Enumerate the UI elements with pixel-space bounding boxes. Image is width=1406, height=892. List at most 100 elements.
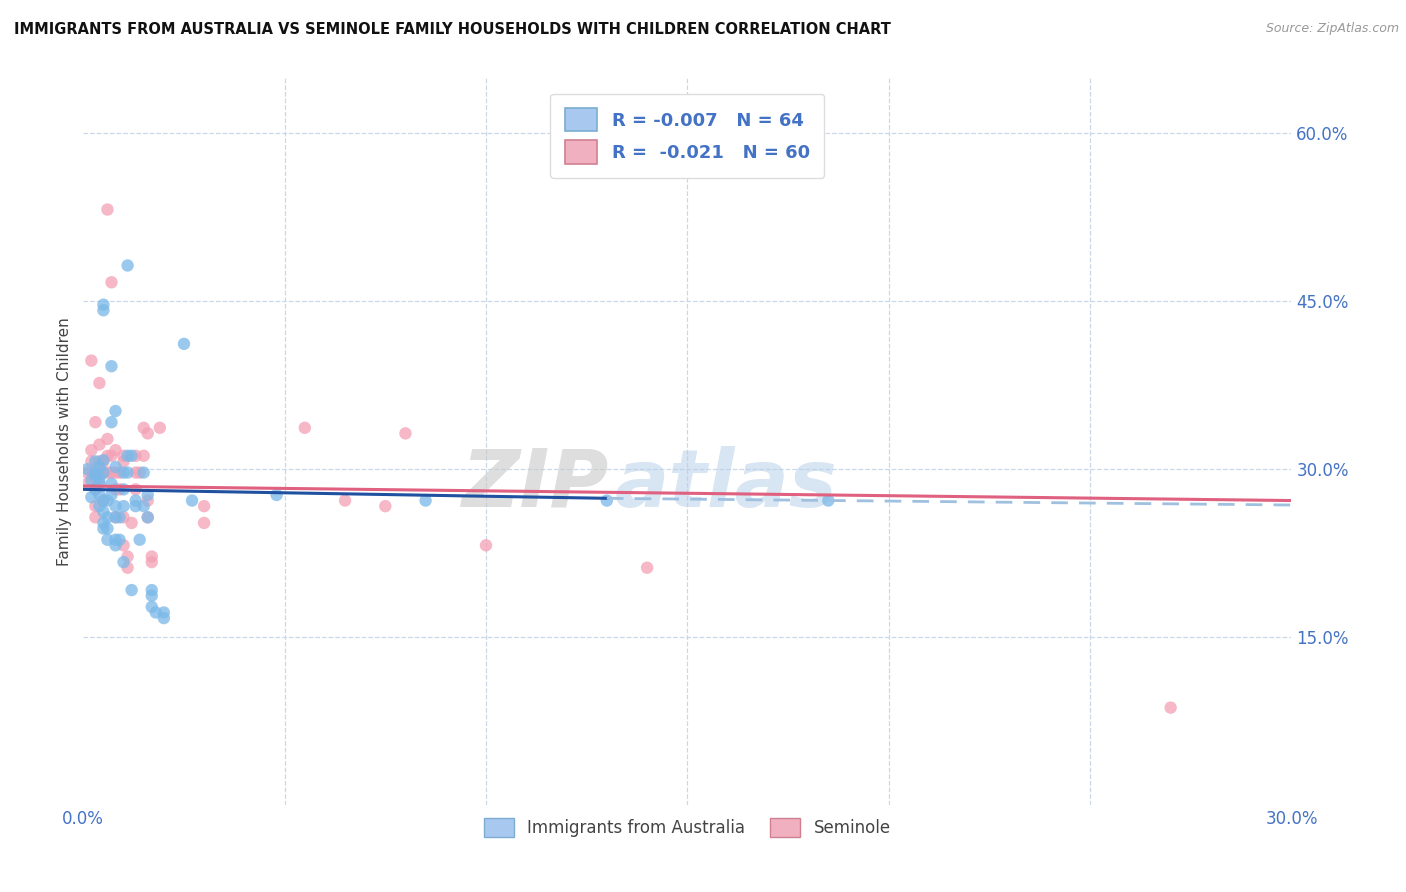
Point <box>84 499 107 513</box>
Point <box>89 488 111 502</box>
Y-axis label: Family Households with Children: Family Households with Children <box>58 317 72 566</box>
Point <box>112 449 135 463</box>
Point <box>104 466 127 480</box>
Point <box>141 583 163 598</box>
Text: ZIP: ZIP <box>461 446 609 524</box>
Point <box>104 443 127 458</box>
Point <box>394 426 416 441</box>
Point <box>121 583 143 598</box>
Point <box>104 510 127 524</box>
Text: Source: ZipAtlas.com: Source: ZipAtlas.com <box>1265 22 1399 36</box>
Point <box>112 454 135 468</box>
Point <box>93 303 115 318</box>
Point <box>121 516 143 530</box>
Point <box>100 415 122 429</box>
Point <box>100 359 122 374</box>
Point <box>93 505 115 519</box>
Point <box>100 488 122 502</box>
Point <box>117 449 139 463</box>
Point <box>108 483 131 497</box>
Point <box>117 466 139 480</box>
Point <box>136 510 159 524</box>
Point <box>89 454 111 468</box>
Point <box>93 466 115 480</box>
Point <box>108 466 131 480</box>
Point <box>117 259 139 273</box>
Point <box>93 493 115 508</box>
Point <box>104 460 127 475</box>
Point <box>153 606 176 620</box>
Point <box>80 490 103 504</box>
Point <box>128 466 150 480</box>
Point <box>374 499 396 513</box>
Point <box>89 466 111 480</box>
Point <box>104 499 127 513</box>
Point <box>636 560 658 574</box>
Point <box>76 462 98 476</box>
Point <box>89 476 111 491</box>
Point <box>124 466 146 480</box>
Point <box>76 476 98 491</box>
Point <box>1160 700 1182 714</box>
Point <box>112 538 135 552</box>
Point <box>112 510 135 524</box>
Point <box>141 599 163 614</box>
Point <box>193 499 215 513</box>
Point <box>84 483 107 497</box>
Point <box>76 466 98 480</box>
Point <box>153 611 176 625</box>
Point <box>132 499 155 513</box>
Point <box>89 471 111 485</box>
Point <box>80 443 103 458</box>
Point <box>136 488 159 502</box>
Point <box>333 493 356 508</box>
Point <box>84 467 107 482</box>
Point <box>80 474 103 488</box>
Point <box>104 510 127 524</box>
Point <box>93 493 115 508</box>
Point <box>100 476 122 491</box>
Text: atlas: atlas <box>614 446 838 524</box>
Point <box>266 488 288 502</box>
Point <box>96 432 118 446</box>
Point <box>112 555 135 569</box>
Point <box>96 522 118 536</box>
Text: IMMIGRANTS FROM AUSTRALIA VS SEMINOLE FAMILY HOUSEHOLDS WITH CHILDREN CORRELATIO: IMMIGRANTS FROM AUSTRALIA VS SEMINOLE FA… <box>14 22 891 37</box>
Point <box>112 483 135 497</box>
Point <box>84 510 107 524</box>
Point <box>104 483 127 497</box>
Point <box>193 516 215 530</box>
Point <box>132 449 155 463</box>
Point <box>124 499 146 513</box>
Point <box>100 275 122 289</box>
Point <box>104 538 127 552</box>
Point <box>93 522 115 536</box>
Point <box>96 202 118 217</box>
Point <box>112 499 135 513</box>
Point <box>132 466 155 480</box>
Point <box>475 538 498 552</box>
Point <box>294 421 316 435</box>
Point <box>124 483 146 497</box>
Point <box>173 336 195 351</box>
Point <box>117 549 139 564</box>
Point <box>80 466 103 480</box>
Point <box>108 533 131 547</box>
Point <box>84 471 107 485</box>
Point <box>136 493 159 508</box>
Point <box>96 510 118 524</box>
Point <box>112 466 135 480</box>
Point <box>84 454 107 468</box>
Point <box>96 533 118 547</box>
Point <box>121 449 143 463</box>
Point <box>84 483 107 497</box>
Point <box>149 421 172 435</box>
Point <box>141 555 163 569</box>
Point <box>89 437 111 451</box>
Point <box>596 493 619 508</box>
Point <box>89 460 111 475</box>
Point <box>89 376 111 390</box>
Point <box>145 606 167 620</box>
Point <box>93 466 115 480</box>
Point <box>89 499 111 513</box>
